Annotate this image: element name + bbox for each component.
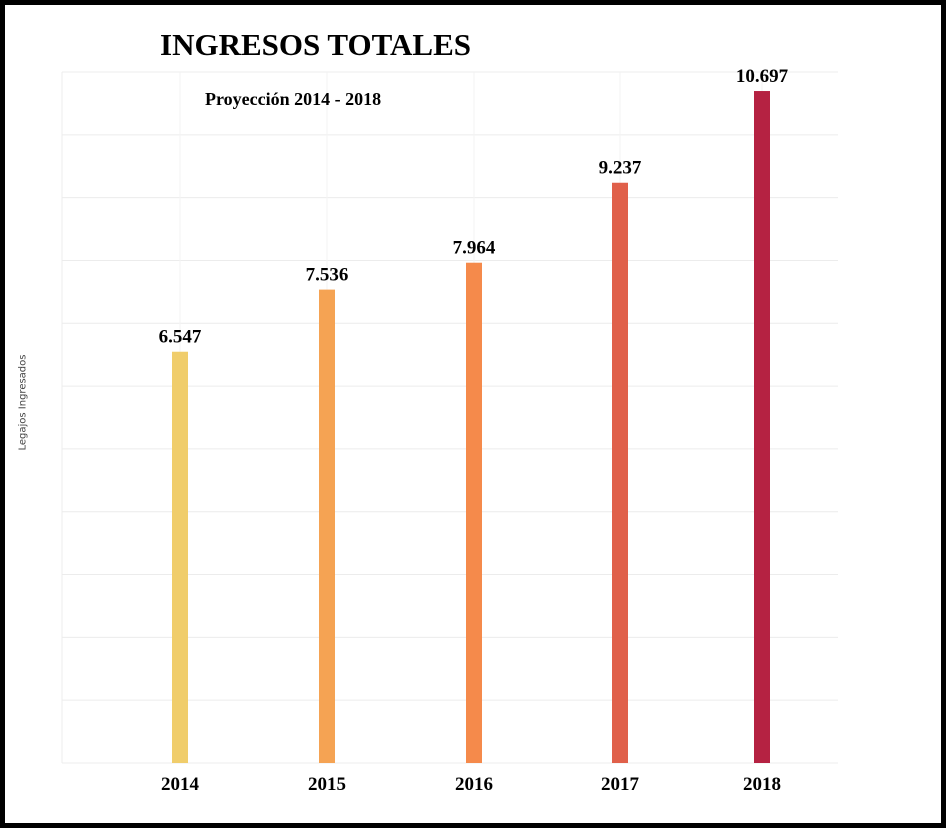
bar-2017 xyxy=(612,182,628,763)
data-label-2016: 7.964 xyxy=(453,238,496,259)
data-label-2017: 9.237 xyxy=(599,158,642,179)
x-tick-label-2016: 2016 xyxy=(455,774,493,795)
data-label-2015: 7.536 xyxy=(306,265,349,286)
x-tick-label-2017: 2017 xyxy=(601,774,640,795)
chart-title: INGRESOS TOTALES xyxy=(160,27,471,62)
bar-chart: 6.547 2014 7.536 2015 7.964 2016 9.237 2017 10.6… xyxy=(61,66,838,795)
data-label-2018: 10.697 xyxy=(736,66,789,87)
x-tick-label-2015: 2015 xyxy=(308,774,346,795)
data-label-2014: 6.547 xyxy=(159,327,202,348)
bar-2018 xyxy=(754,91,770,763)
x-tick-label-2018: 2018 xyxy=(743,774,781,795)
bar-2015 xyxy=(319,289,335,763)
chart-subtitle: Proyección 2014 - 2018 xyxy=(205,89,382,109)
bar-2016 xyxy=(466,262,482,763)
bar-2014 xyxy=(172,351,188,763)
x-tick-label-2014: 2014 xyxy=(161,774,200,795)
y-axis-label: Legajos Ingresados xyxy=(17,354,29,451)
